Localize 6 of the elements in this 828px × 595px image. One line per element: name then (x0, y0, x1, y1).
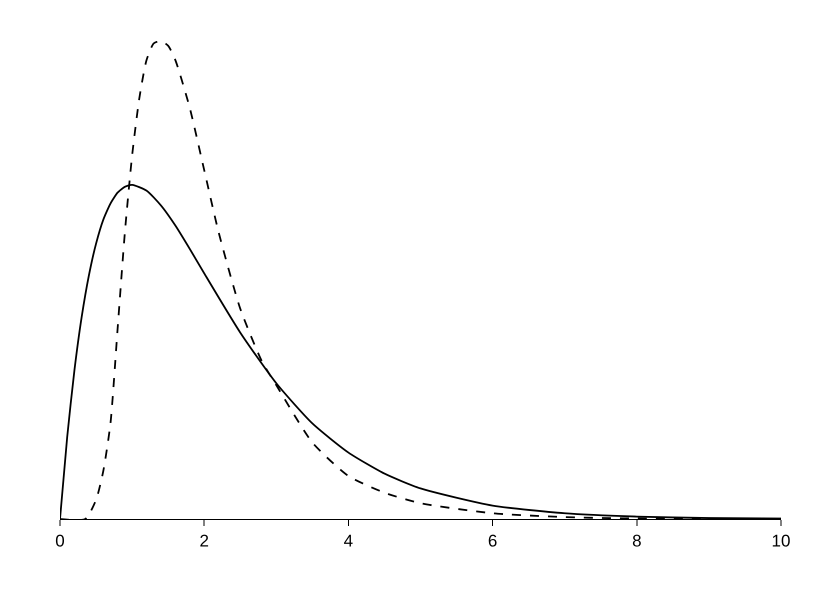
x-tick-label: 6 (488, 531, 498, 550)
x-tick-label: 0 (55, 531, 65, 550)
x-tick-label: 4 (344, 531, 354, 550)
x-tick-label: 8 (632, 531, 642, 550)
x-tick-label: 2 (199, 531, 209, 550)
x-tick-label: 10 (772, 531, 790, 550)
